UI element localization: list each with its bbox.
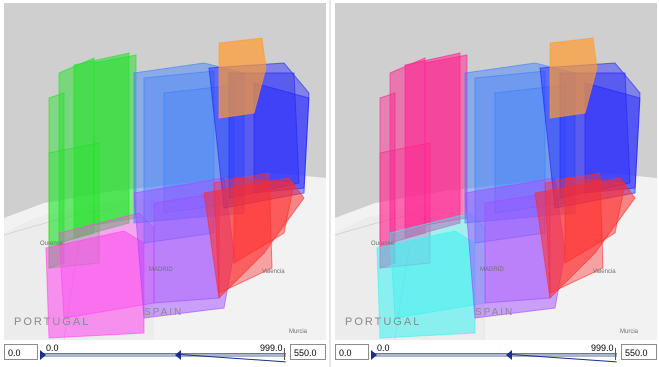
column-group-south (534, 172, 636, 300)
min-value-field[interactable]: 0.0 (4, 344, 38, 360)
column-group-north-east (218, 37, 267, 119)
column-group-south (203, 172, 305, 300)
data-column (564, 177, 626, 264)
range-controls-right: 0.0 0.0 999.0 550.0 (333, 342, 659, 364)
range-thumb-high[interactable] (175, 350, 181, 360)
data-column (549, 37, 598, 119)
max-value-field[interactable]: 550.0 (621, 344, 657, 360)
data-column (218, 37, 267, 119)
column-group-west-low (376, 212, 486, 339)
map-label-city4: Ourense (371, 241, 395, 247)
map-scene-left: PORTUGAL SPAIN MADRID Valencia Murcia Ou… (4, 37, 326, 340)
range-controls-left: 0.0 0.0 999.0 550.0 (2, 342, 328, 364)
map-scene-right: PORTUGAL SPAIN MADRID Valencia Murcia Ou… (335, 37, 657, 340)
max-value-field[interactable]: 550.0 (290, 344, 326, 360)
map-label-city1: MADRID (480, 267, 504, 273)
data-column (534, 177, 636, 300)
panel-divider (329, 0, 331, 367)
range-end-tick (284, 348, 285, 360)
range-end-tick (615, 348, 616, 360)
range-high-label: 999.0 (591, 343, 614, 353)
data-column (233, 177, 295, 264)
column-group-west-low (45, 212, 155, 339)
range-high-label: 999.0 (260, 343, 283, 353)
map-label-city4: Ourense (40, 241, 64, 247)
data-column (584, 82, 641, 194)
range-slider-track[interactable] (42, 353, 286, 357)
data-column (93, 54, 137, 226)
3d-map-viewport-left[interactable]: PORTUGAL SPAIN MADRID Valencia Murcia Ou… (4, 3, 326, 340)
column-group-center-low (464, 177, 566, 319)
map-label-country1: PORTUGAL (345, 316, 421, 328)
range-low-label: 0.0 (377, 343, 390, 353)
column-group-center (133, 62, 245, 244)
range-slider-track[interactable] (373, 353, 617, 357)
map-label-city3: Murcia (620, 329, 639, 335)
min-value-field[interactable]: 0.0 (335, 344, 369, 360)
data-column (203, 177, 305, 300)
range-thumb-high[interactable] (506, 350, 512, 360)
data-column (544, 172, 604, 294)
map-label-country1: PORTUGAL (14, 316, 90, 328)
3d-map-viewport-right[interactable]: PORTUGAL SPAIN MADRID Valencia Murcia Ou… (335, 3, 657, 340)
range-low-label: 0.0 (46, 343, 59, 353)
range-thumb-low[interactable] (371, 350, 377, 360)
range-thumb-low[interactable] (40, 350, 46, 360)
data-column (424, 54, 468, 226)
data-column (253, 82, 310, 194)
map-label-city2: Valencia (262, 269, 285, 275)
map-label-city2: Valencia (593, 269, 616, 275)
data-column (213, 172, 273, 294)
map-label-country2: SPAIN (475, 307, 514, 318)
column-group-west (48, 52, 137, 269)
left-view-panel: PORTUGAL SPAIN MADRID Valencia Murcia Ou… (2, 0, 328, 367)
map-label-city3: Murcia (289, 329, 308, 335)
column-group-west (379, 52, 468, 269)
map-label-country2: SPAIN (144, 307, 183, 318)
map-label-city1: MADRID (149, 267, 173, 273)
right-view-panel: PORTUGAL SPAIN MADRID Valencia Murcia Ou… (333, 0, 659, 367)
column-group-north-east (549, 37, 598, 119)
